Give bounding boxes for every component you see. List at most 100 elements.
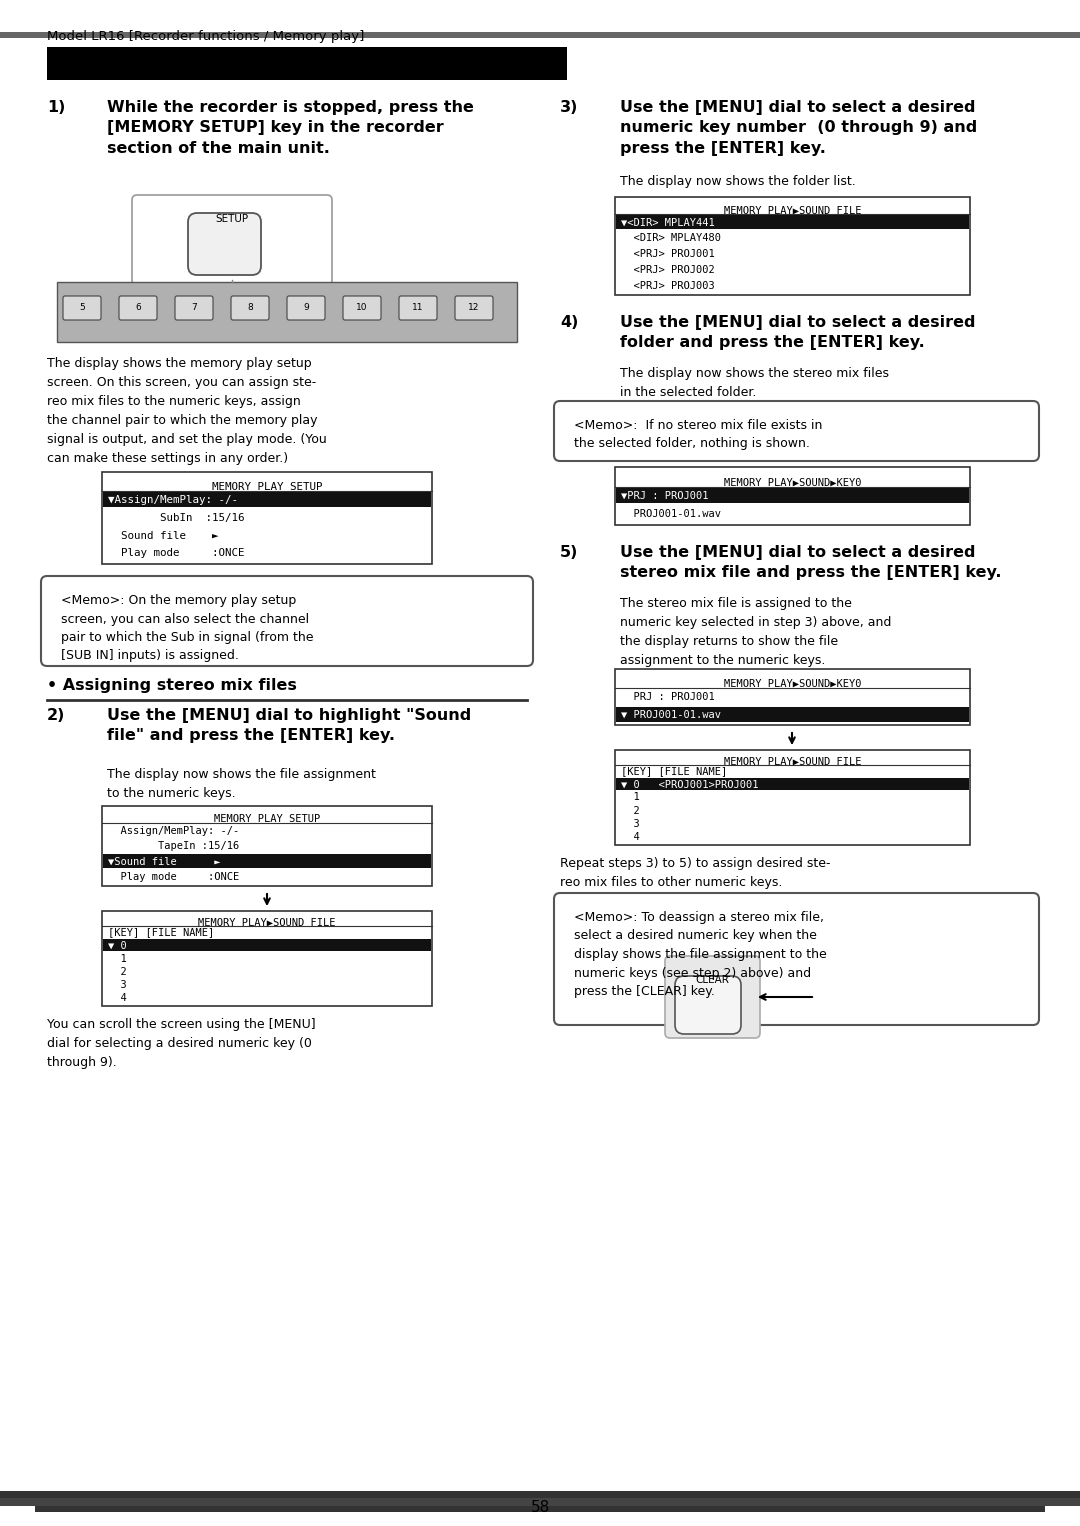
- Text: [KEY] [FILE NAME]: [KEY] [FILE NAME]: [108, 928, 214, 937]
- Text: <PRJ> PROJ002: <PRJ> PROJ002: [621, 264, 715, 275]
- FancyBboxPatch shape: [41, 575, 534, 665]
- Text: ▼<DIR> MPLAY441: ▼<DIR> MPLAY441: [621, 217, 715, 227]
- Text: 4: 4: [108, 993, 126, 1003]
- Text: 3): 3): [561, 101, 579, 114]
- FancyBboxPatch shape: [188, 214, 261, 275]
- Text: MEMORY PLAY▶SOUND FILE: MEMORY PLAY▶SOUND FILE: [724, 757, 861, 766]
- Text: SubIn  :15/16: SubIn :15/16: [108, 513, 244, 523]
- Text: 4: 4: [621, 832, 639, 842]
- Text: MEMORY PLAY▶SOUND FILE: MEMORY PLAY▶SOUND FILE: [724, 206, 861, 215]
- Text: Model LR16 [Recorder functions / Memory play]: Model LR16 [Recorder functions / Memory …: [48, 31, 364, 43]
- Bar: [615, 668, 970, 725]
- Text: Use the [MENU] dial to select a desired
stereo mix file and press the [ENTER] ke: Use the [MENU] dial to select a desired …: [620, 545, 1001, 580]
- Text: You can scroll the screen using the [MENU]
dial for selecting a desired numeric : You can scroll the screen using the [MEN…: [48, 1018, 315, 1070]
- Text: <Memo>: On the memory play setup
screen, you can also select the channel
pair to: <Memo>: On the memory play setup screen,…: [60, 594, 313, 662]
- Text: CLEAR: CLEAR: [696, 975, 729, 984]
- Bar: [102, 806, 432, 887]
- Bar: [103, 493, 431, 507]
- Text: 58: 58: [530, 1500, 550, 1515]
- Text: ▼Assign/MemPlay: -/-: ▼Assign/MemPlay: -/-: [108, 496, 238, 505]
- FancyBboxPatch shape: [287, 296, 325, 320]
- Text: 5): 5): [561, 545, 579, 560]
- Text: The display now shows the file assignment
to the numeric keys.: The display now shows the file assignmen…: [107, 768, 376, 800]
- Text: 2: 2: [108, 966, 126, 977]
- Text: Play mode     :ONCE: Play mode :ONCE: [108, 548, 244, 559]
- FancyBboxPatch shape: [63, 296, 102, 320]
- Text: 10: 10: [356, 304, 368, 313]
- Text: <Memo>:  If no stereo mix file exists in
the selected folder, nothing is shown.: <Memo>: If no stereo mix file exists in …: [573, 420, 822, 450]
- Bar: [615, 749, 970, 845]
- Text: MEMORY PLAY▶SOUND▶KEY0: MEMORY PLAY▶SOUND▶KEY0: [724, 478, 861, 487]
- Text: ▼ PROJ001-01.wav: ▼ PROJ001-01.wav: [621, 710, 721, 719]
- FancyBboxPatch shape: [455, 296, 492, 320]
- Text: <PRJ> PROJ003: <PRJ> PROJ003: [621, 281, 715, 290]
- Text: TapeIn :15/16: TapeIn :15/16: [108, 841, 240, 852]
- Text: 12: 12: [469, 304, 480, 313]
- Text: 5: 5: [79, 304, 85, 313]
- FancyBboxPatch shape: [132, 195, 332, 285]
- Text: <DIR> MPLAY480: <DIR> MPLAY480: [621, 233, 721, 243]
- Text: The display now shows the stereo mix files
in the selected folder.: The display now shows the stereo mix fil…: [620, 366, 889, 398]
- Text: Use the [MENU] dial to select a desired
numeric key number  (0 through 9) and
pr: Use the [MENU] dial to select a desired …: [620, 101, 977, 156]
- Text: <Memo>: To deassign a stereo mix file,
select a desired numeric key when the
dis: <Memo>: To deassign a stereo mix file, s…: [573, 911, 827, 998]
- FancyBboxPatch shape: [665, 955, 760, 1038]
- Text: SETUP: SETUP: [215, 214, 248, 224]
- Text: 2: 2: [621, 806, 639, 816]
- FancyBboxPatch shape: [399, 296, 437, 320]
- Bar: [35, 1506, 1045, 1512]
- Text: 4): 4): [561, 314, 579, 330]
- Bar: [616, 707, 969, 722]
- Bar: [616, 778, 969, 789]
- Text: [KEY] [FILE NAME]: [KEY] [FILE NAME]: [621, 766, 727, 777]
- Text: 8: 8: [247, 304, 253, 313]
- Text: 7: 7: [191, 304, 197, 313]
- Bar: [616, 215, 969, 229]
- Text: PROJ001-01.wav: PROJ001-01.wav: [621, 510, 721, 519]
- Text: <PRJ> PROJ001: <PRJ> PROJ001: [621, 249, 715, 259]
- Bar: [103, 855, 431, 868]
- Bar: [48, 47, 567, 79]
- Text: • Assigning stereo mix files: • Assigning stereo mix files: [48, 678, 297, 693]
- Bar: [57, 282, 517, 342]
- Text: 3: 3: [108, 980, 126, 990]
- Text: Use the [MENU] dial to highlight "Sound
file" and press the [ENTER] key.: Use the [MENU] dial to highlight "Sound …: [107, 708, 471, 743]
- Text: 1: 1: [621, 792, 639, 803]
- Text: ▼PRJ : PROJ001: ▼PRJ : PROJ001: [621, 491, 708, 501]
- Bar: [0, 1499, 1080, 1506]
- Text: Sound file    ►: Sound file ►: [108, 531, 218, 540]
- Text: The display shows the memory play setup
screen. On this screen, you can assign s: The display shows the memory play setup …: [48, 357, 327, 465]
- Bar: [615, 467, 970, 525]
- FancyBboxPatch shape: [231, 296, 269, 320]
- FancyBboxPatch shape: [175, 296, 213, 320]
- Bar: [0, 32, 1080, 38]
- Text: Use the [MENU] dial to select a desired
folder and press the [ENTER] key.: Use the [MENU] dial to select a desired …: [620, 314, 975, 351]
- FancyBboxPatch shape: [554, 401, 1039, 461]
- Text: ▼Sound file      ►: ▼Sound file ►: [108, 856, 220, 867]
- Text: Assign/MemPlay: -/-: Assign/MemPlay: -/-: [108, 826, 240, 836]
- Text: While the recorder is stopped, press the
[MEMORY SETUP] key in the recorder
sect: While the recorder is stopped, press the…: [107, 101, 474, 156]
- FancyBboxPatch shape: [343, 296, 381, 320]
- Text: Play mode     :ONCE: Play mode :ONCE: [108, 871, 240, 882]
- Text: 3: 3: [621, 819, 639, 829]
- Bar: [103, 940, 431, 951]
- Bar: [102, 472, 432, 565]
- Text: The stereo mix file is assigned to the
numeric key selected in step 3) above, an: The stereo mix file is assigned to the n…: [620, 597, 891, 667]
- FancyBboxPatch shape: [675, 977, 741, 1035]
- FancyBboxPatch shape: [554, 893, 1039, 1025]
- Text: 11: 11: [413, 304, 423, 313]
- Text: The display now shows the folder list.: The display now shows the folder list.: [620, 175, 855, 188]
- Text: 6: 6: [135, 304, 140, 313]
- Text: MEMORY PLAY SETUP: MEMORY PLAY SETUP: [214, 813, 320, 824]
- Text: MEMORY PLAY▶SOUND FILE: MEMORY PLAY▶SOUND FILE: [199, 917, 336, 928]
- Text: 9: 9: [303, 304, 309, 313]
- Bar: [616, 488, 969, 504]
- Text: PRJ : PROJ001: PRJ : PROJ001: [621, 691, 715, 702]
- Text: ▼ 0: ▼ 0: [108, 940, 126, 951]
- Bar: [615, 197, 970, 295]
- FancyBboxPatch shape: [119, 296, 157, 320]
- Text: 1: 1: [108, 954, 126, 963]
- Text: MEMORY PLAY SETUP: MEMORY PLAY SETUP: [212, 482, 322, 491]
- Bar: [102, 911, 432, 1006]
- Bar: [0, 1491, 1080, 1499]
- Text: Repeat steps 3) to 5) to assign desired ste-
reo mix files to other numeric keys: Repeat steps 3) to 5) to assign desired …: [561, 858, 831, 890]
